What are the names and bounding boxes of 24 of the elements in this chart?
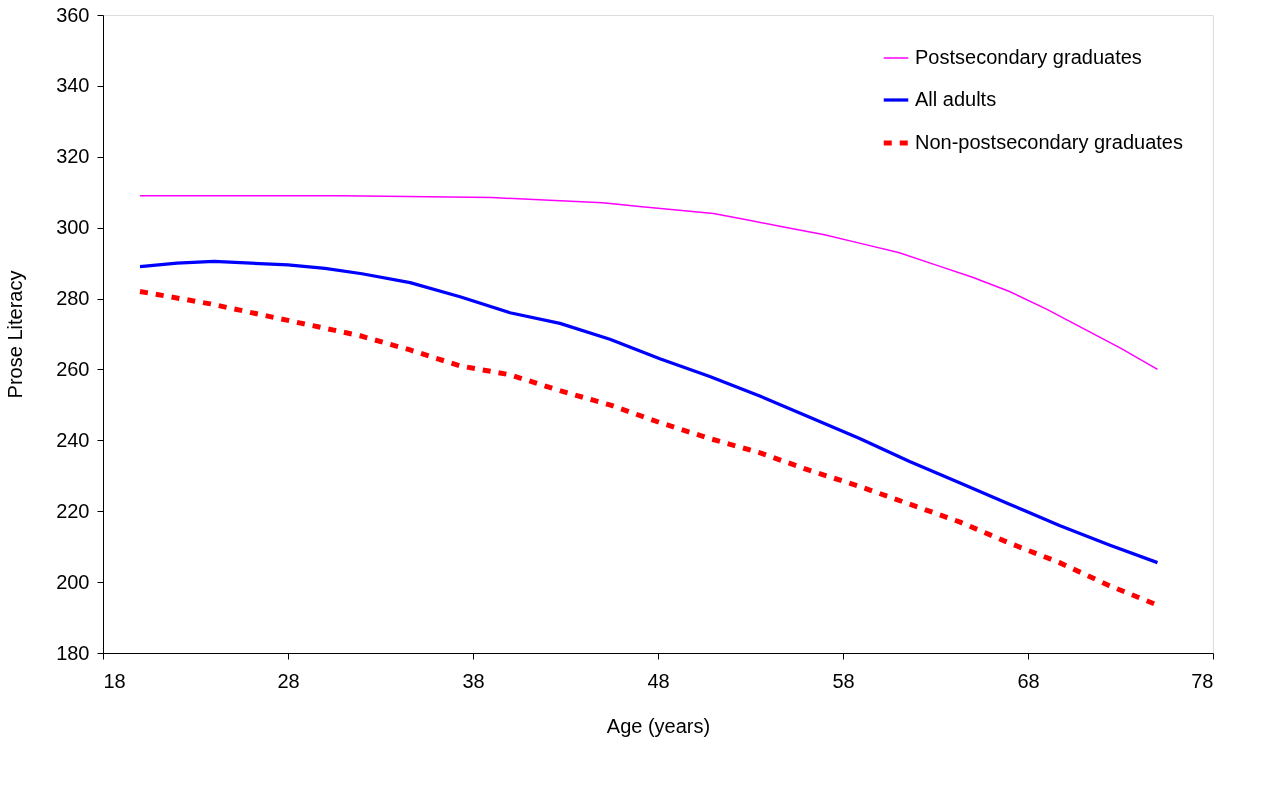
x-tick-label: 28	[277, 669, 300, 692]
y-tick-label: 360	[56, 3, 90, 26]
legend-label: Postsecondary graduates	[915, 46, 1142, 68]
y-tick-label: 320	[56, 145, 90, 168]
x-tick-label: 38	[462, 669, 485, 692]
y-tick-label: 260	[56, 357, 90, 380]
x-tick-label: 18	[103, 669, 126, 692]
line-series	[139, 195, 1159, 371]
x-tick-label: 78	[1191, 669, 1214, 692]
y-tick-label: 180	[56, 641, 90, 664]
y-tick-label: 240	[56, 428, 90, 451]
x-tick-label: 48	[647, 669, 670, 692]
y-tick-label: 200	[56, 570, 90, 593]
legend-label: Non-postsecondary graduates	[915, 131, 1183, 153]
y-axis-title: Prose Literacy	[4, 270, 27, 399]
y-tick-label: 300	[56, 216, 90, 239]
legend-label: All adults	[915, 88, 997, 110]
y-tick-label: 340	[56, 74, 90, 97]
y-tick-label: 220	[56, 499, 90, 522]
x-tick-label: 58	[832, 669, 855, 692]
x-tick-label: 68	[1017, 669, 1040, 692]
line-series	[138, 259, 1160, 565]
y-tick-label: 280	[56, 287, 90, 310]
x-axis-title: Age (years)	[606, 714, 711, 737]
